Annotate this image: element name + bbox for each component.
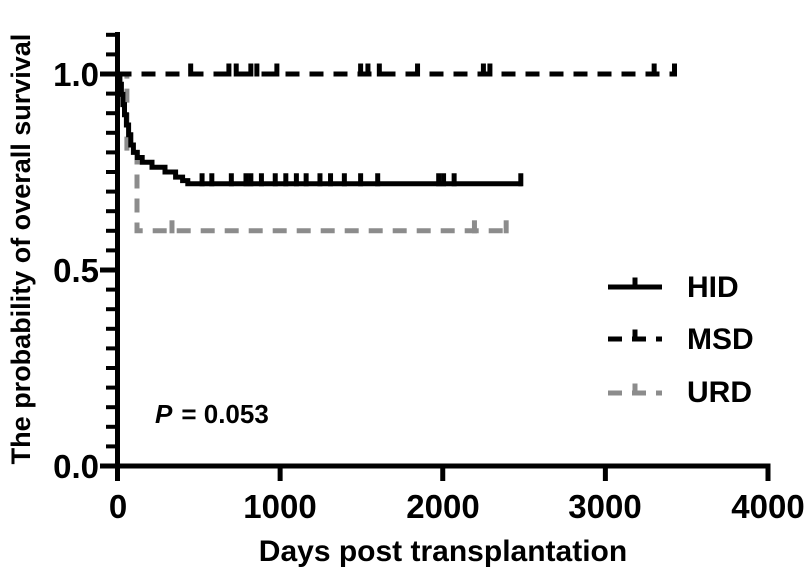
- legend-label-urd: URD: [687, 376, 752, 409]
- legend-label-hid: HID: [687, 271, 739, 304]
- legend-geometry-layer: [608, 277, 662, 396]
- y-tick-label-0: 0.0: [53, 448, 99, 485]
- y-tick-label-2: 1.0: [53, 56, 99, 93]
- x-tick-label-3: 3000: [568, 488, 641, 525]
- axes-layer: [100, 32, 771, 481]
- p-value-symbol: P: [155, 399, 173, 429]
- p-value-number: = 0.053: [181, 399, 268, 429]
- p-value-annotation: P = 0.053: [155, 399, 269, 429]
- x-tick-label-2: 2000: [406, 488, 479, 525]
- x-axis-title: Days post transplantation: [259, 535, 627, 568]
- x-tick-label-0: 0: [109, 488, 127, 525]
- survival-curve-hid: [117, 71, 523, 187]
- legend-label-msd: MSD: [687, 323, 754, 356]
- y-axis-title: The probability of overall survival: [6, 34, 36, 465]
- y-tick-label-1: 0.5: [53, 252, 99, 289]
- survival-curve-urd: [117, 71, 508, 234]
- series-layer: [117, 63, 677, 234]
- x-tick-label-4: 4000: [731, 488, 804, 525]
- x-tick-label-1: 1000: [243, 488, 316, 525]
